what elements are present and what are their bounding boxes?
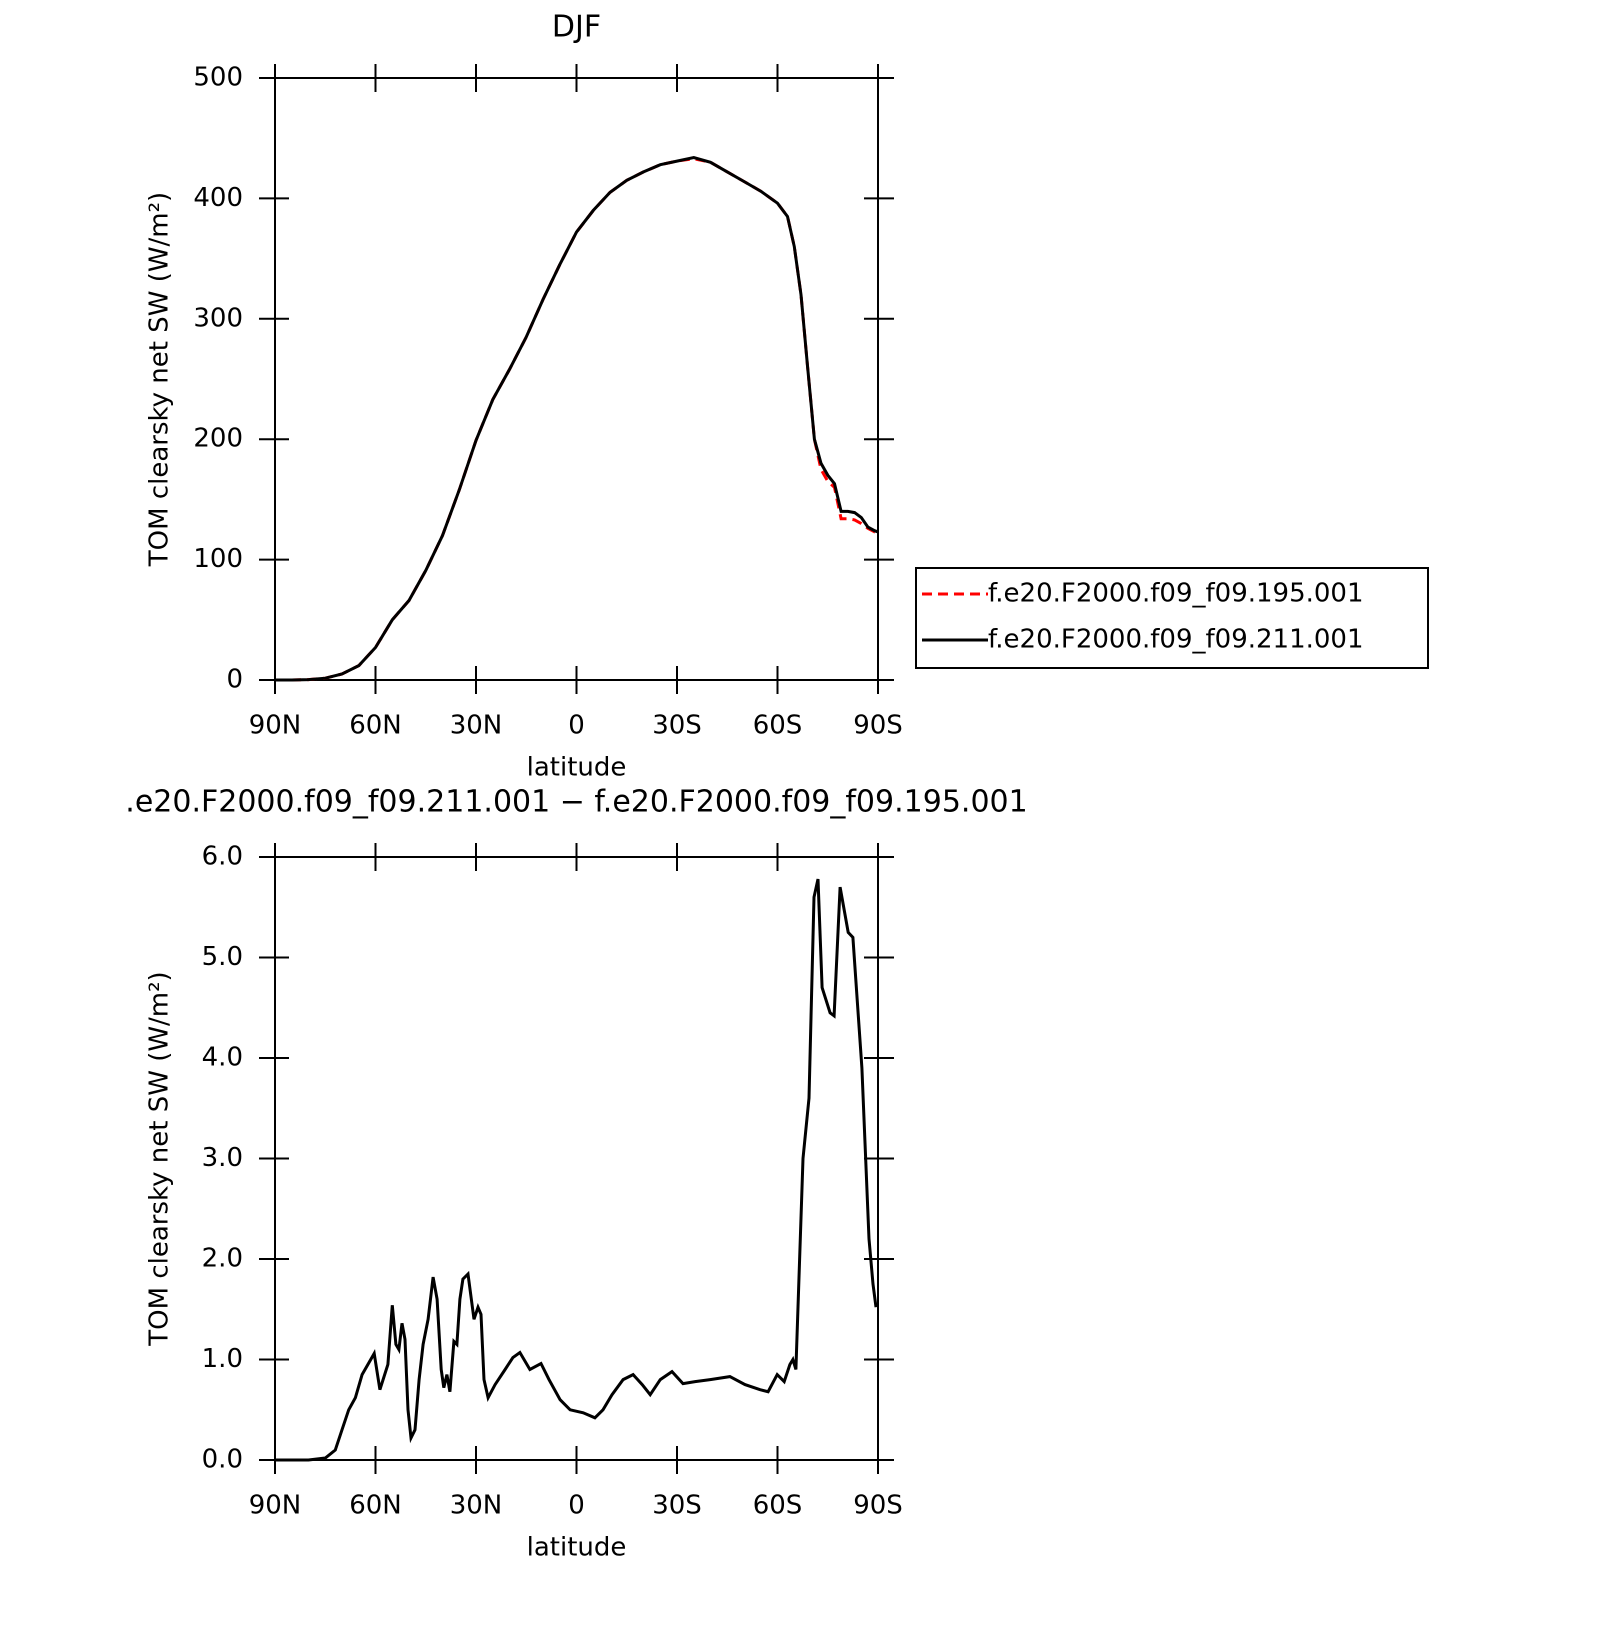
x-tick-label: 90N xyxy=(249,711,302,741)
x-tick-label: 0 xyxy=(568,711,585,741)
y-tick-label: 3.0 xyxy=(202,1143,243,1173)
x-tick-label: 60S xyxy=(753,711,803,741)
y-tick-label: 6.0 xyxy=(202,842,243,872)
x-axis-label: latitude xyxy=(527,753,627,783)
x-tick-label: 30N xyxy=(450,711,503,741)
plot-frame xyxy=(274,77,879,681)
y-tick-label: 0.0 xyxy=(202,1445,243,1475)
legend-label: f.e20.F2000.f09_f09.195.001 xyxy=(988,579,1364,609)
legend-label: f.e20.F2000.f09_f09.211.001 xyxy=(988,625,1364,655)
x-tick-label: 0 xyxy=(568,1491,585,1521)
y-axis-label: TOM clearsky net SW (W/m²) xyxy=(145,971,175,1346)
chart-title: .e20.F2000.f09_f09.211.001 − f.e20.F2000… xyxy=(125,785,1027,820)
data-line xyxy=(275,157,879,682)
y-tick-label: 0 xyxy=(226,665,243,695)
x-tick-label: 30N xyxy=(450,1491,503,1521)
x-tick-label: 60N xyxy=(349,711,402,741)
y-tick-label: 200 xyxy=(193,424,243,454)
y-tick-label: 2.0 xyxy=(202,1244,243,1274)
y-tick-label: 4.0 xyxy=(202,1043,243,1073)
x-tick-label: 90S xyxy=(853,711,903,741)
y-tick-label: 1.0 xyxy=(202,1344,243,1374)
x-tick-label: 90S xyxy=(853,1491,903,1521)
data-line xyxy=(275,878,878,1462)
y-tick-label: 300 xyxy=(193,303,243,333)
legend-box xyxy=(915,567,1429,669)
y-tick-label: 500 xyxy=(193,63,243,93)
x-tick-label: 60S xyxy=(753,1491,803,1521)
x-tick-label: 60N xyxy=(349,1491,402,1521)
chart-title: DJF xyxy=(552,10,601,45)
x-tick-label: 90N xyxy=(249,1491,302,1521)
data-line xyxy=(275,155,879,682)
y-tick-label: 100 xyxy=(193,544,243,574)
x-axis-label: latitude xyxy=(527,1533,627,1563)
x-tick-label: 30S xyxy=(652,711,702,741)
x-tick-label: 30S xyxy=(652,1491,702,1521)
y-axis-label: TOM clearsky net SW (W/m²) xyxy=(145,192,175,567)
chart: .e20.F2000.f09_f09.211.001 − f.e20.F2000… xyxy=(125,785,1027,1563)
chart: DJF 0 100 200 300 400 500 90N 60N 30N 0 30S 60S 90S la… xyxy=(145,10,1429,783)
y-tick-label: 5.0 xyxy=(202,942,243,972)
y-tick-label: 400 xyxy=(193,183,243,213)
